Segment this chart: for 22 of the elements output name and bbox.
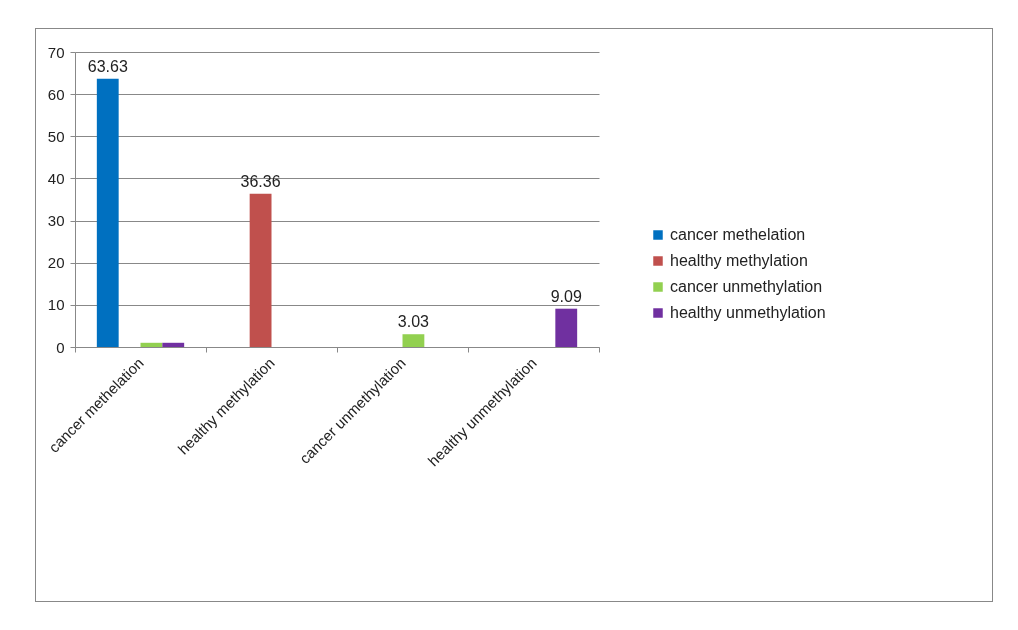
bar [96, 78, 119, 347]
legend-label: healthy methylation [670, 252, 808, 269]
y-tick-label: 0 [56, 338, 65, 356]
legend-label: cancer methelation [670, 226, 806, 243]
y-tick-label: 60 [47, 85, 65, 103]
data-label: 36.36 [240, 172, 281, 190]
bar [140, 342, 163, 347]
bar [249, 193, 272, 347]
y-tick-label: 30 [47, 212, 65, 230]
bar [402, 334, 425, 347]
bar [162, 342, 185, 347]
y-tick-label: 50 [47, 127, 65, 145]
legend-label: healthy unmethylation [670, 304, 826, 321]
y-tick-label: 40 [47, 169, 65, 187]
y-tick-label: 20 [47, 254, 65, 272]
y-tick-label: 10 [47, 296, 65, 314]
bar [555, 308, 578, 347]
data-label: 3.03 [397, 313, 430, 331]
data-label: 63.63 [87, 57, 128, 75]
y-tick-label: 70 [47, 43, 65, 61]
data-label: 9.09 [550, 287, 582, 305]
legend-label: cancer unmethylation [670, 278, 823, 295]
